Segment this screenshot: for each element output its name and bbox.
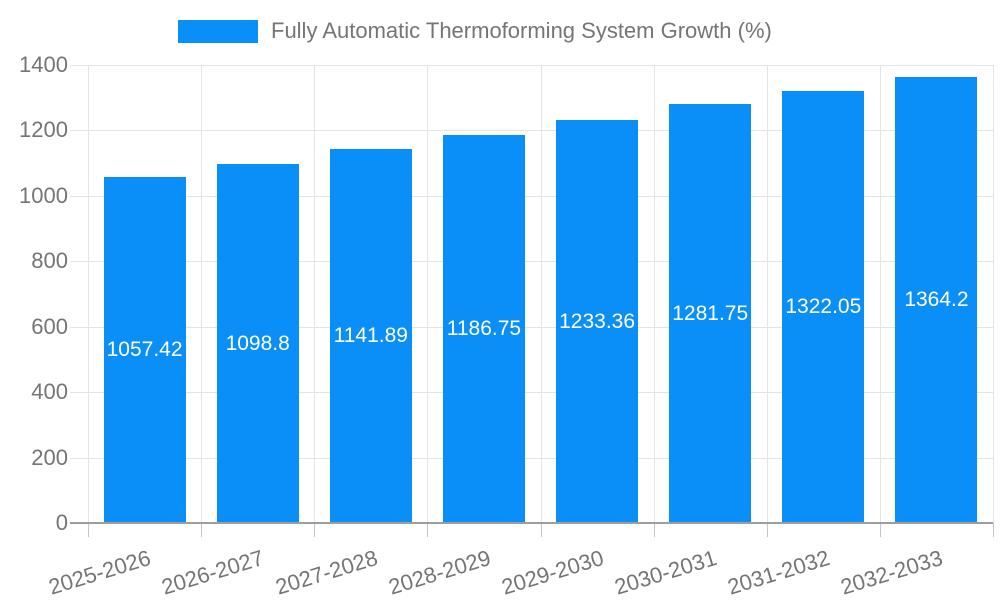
bar-2029-2030[interactable] (556, 120, 638, 523)
x-tick (88, 523, 89, 537)
v-gridline (654, 65, 655, 523)
bar-2032-2033[interactable] (895, 77, 977, 523)
bar-value-label: 1233.36 (559, 310, 636, 333)
x-tick (880, 523, 881, 537)
v-gridline (880, 65, 881, 523)
x-category-label: 2025-2026 (45, 545, 154, 600)
bar-value-label: 1141.89 (333, 324, 408, 347)
bar-value-label: 1281.75 (672, 302, 749, 325)
bar-value-label: 1322.05 (785, 295, 862, 318)
bar-value-label: 1057.42 (106, 338, 183, 361)
bar-value-label: 1364.2 (904, 288, 969, 311)
bar-value-label: 1186.75 (446, 317, 522, 340)
bar-2030-2031[interactable] (669, 104, 751, 523)
x-category-label: 2031-2032 (724, 545, 833, 600)
y-gridline (70, 458, 993, 459)
x-category-label: 2029-2030 (498, 545, 607, 600)
x-tick (654, 523, 655, 537)
bar-value-label: 1098.8 (225, 332, 290, 355)
y-gridline (70, 392, 993, 393)
v-gridline (88, 65, 89, 523)
legend-swatch[interactable] (178, 19, 258, 43)
x-category-label: 2028-2029 (385, 545, 494, 600)
bar-2025-2026[interactable] (104, 177, 186, 523)
x-tick (314, 523, 315, 537)
y-gridline (70, 327, 993, 328)
bar-2028-2029[interactable] (443, 135, 525, 523)
x-tick (201, 523, 202, 537)
legend-label: Fully Automatic Thermoforming System Gro… (271, 18, 772, 43)
y-tick-label: 400 (31, 379, 68, 404)
v-gridline (201, 65, 202, 523)
y-gridline (70, 196, 993, 197)
legend[interactable]: Fully Automatic Thermoforming System Gro… (178, 18, 772, 44)
x-tick (993, 523, 994, 537)
y-tick-label: 800 (31, 248, 68, 273)
x-category-label: 2026-2027 (159, 545, 267, 600)
v-gridline (993, 65, 994, 523)
bar-2027-2028[interactable] (330, 149, 412, 523)
y-tick-label: 1400 (19, 52, 68, 77)
x-tick (541, 523, 542, 537)
y-tick-label: 0 (55, 510, 68, 535)
x-category-label: 2027-2028 (272, 545, 381, 600)
bar-2031-2032[interactable] (782, 91, 864, 523)
y-gridline (70, 130, 993, 131)
y-gridline (70, 261, 993, 262)
x-category-label: 2032-2033 (837, 545, 946, 600)
x-axis-baseline (70, 522, 993, 524)
x-tick (767, 523, 768, 537)
y-tick-label: 1200 (19, 117, 68, 142)
x-tick (427, 523, 428, 537)
y-tick-label: 600 (31, 314, 68, 339)
v-gridline (767, 65, 768, 523)
x-category-label: 2030-2031 (611, 545, 720, 600)
y-tick-label: 200 (31, 445, 68, 470)
v-gridline (427, 65, 428, 523)
v-gridline (314, 65, 315, 523)
y-tick-label: 1000 (19, 183, 68, 208)
bar-2026-2027[interactable] (217, 164, 299, 523)
y-gridline (70, 65, 993, 66)
v-gridline (541, 65, 542, 523)
